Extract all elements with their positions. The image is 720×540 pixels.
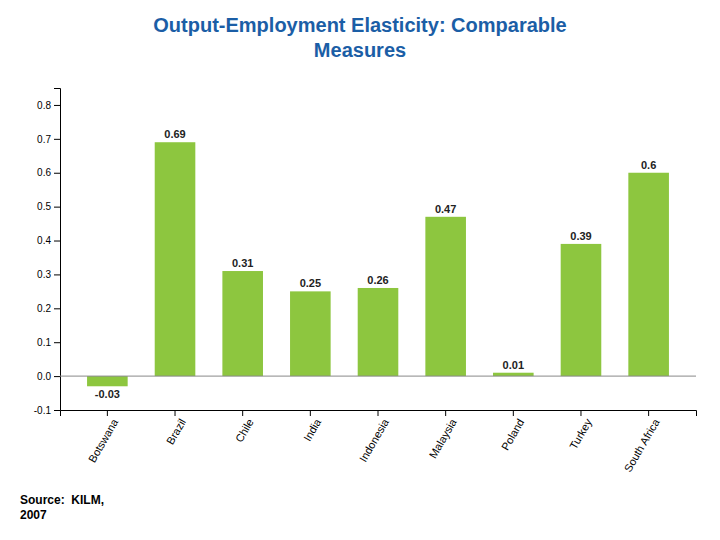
chart-svg: Output-Employment Elasticity: Comparable… [0, 0, 720, 540]
y-tick-label: 0.7 [37, 134, 51, 145]
x-tick-line [513, 410, 514, 416]
x-tick: Chile [233, 410, 256, 444]
data-label: 0.6 [641, 159, 656, 171]
zero-line [60, 376, 696, 377]
y-tick: 0.5 [37, 201, 60, 212]
data-label: 0.39 [570, 230, 591, 242]
y-tick-label: 0.2 [37, 303, 51, 314]
x-tick-line [648, 410, 649, 416]
y-tick-label: 0.0 [37, 371, 51, 382]
x-tick-line [378, 410, 379, 416]
title-line: Measures [314, 39, 406, 61]
bar [222, 271, 263, 376]
x-tick-label: Poland [499, 417, 527, 453]
y-tick-line [54, 376, 60, 377]
x-tick-label: Chile [233, 417, 256, 445]
x-tick: Turkey [567, 410, 594, 451]
y-axis: -0.1 0.0 0.1 0.2 0.3 0.4 0.5 0.6 0.7 0.8 [34, 89, 61, 416]
bar [155, 142, 196, 376]
y-tick-line [54, 105, 60, 106]
x-tick: Malaysia [427, 410, 460, 460]
x-tick-label: Indonesia [357, 416, 392, 464]
title: Output-Employment Elasticity: Comparable… [153, 14, 566, 61]
y-tick: 0.7 [37, 134, 60, 145]
bar [561, 244, 602, 376]
x-tick: Botswana [86, 410, 121, 464]
y-tick-line [54, 308, 60, 309]
data-labels: -0.03 0.69 0.31 0.25 0.26 0.47 0.01 0.39 0.6 [95, 128, 656, 400]
x-tick-line [445, 410, 446, 416]
x-tick-label: Malaysia [427, 416, 460, 460]
data-label: 0.47 [435, 203, 456, 215]
y-tick-line [54, 342, 60, 343]
x-tick-label: Turkey [567, 416, 594, 451]
y-tick-line [54, 207, 60, 208]
data-label: -0.03 [95, 388, 120, 400]
y-tick-line [54, 173, 60, 174]
x-tick: Poland [499, 410, 527, 452]
y-tick-label: 0.4 [37, 235, 51, 246]
y-tick-label: 0.1 [37, 337, 51, 348]
x-tick: India [301, 410, 324, 443]
x-tick: Brazil [164, 410, 188, 446]
y-tick: 0.2 [37, 303, 60, 314]
y-axis-line [54, 89, 61, 411]
y-tick: 0.0 [37, 371, 60, 382]
y-tick-label: -0.1 [34, 405, 52, 416]
x-tick: Indonesia [357, 410, 392, 464]
annotation-line: 2007 [20, 508, 47, 522]
bar [358, 288, 399, 376]
x-tick: South Africa [622, 410, 662, 474]
y-tick: 0.6 [37, 167, 60, 178]
x-tick-label: Brazil [164, 417, 188, 447]
y-tick-line [54, 241, 60, 242]
y-tick: 0.1 [37, 337, 60, 348]
bars [60, 142, 696, 386]
annotation: Source: KILM,2007 [20, 493, 104, 522]
x-tick-label: Botswana [86, 416, 121, 465]
annotation-line: Source: KILM, [20, 493, 104, 507]
bar [425, 217, 466, 376]
bar [493, 373, 534, 376]
y-tick-line [54, 274, 60, 275]
y-tick: 0.4 [37, 235, 60, 246]
bar [290, 291, 331, 376]
y-tick-label: 0.3 [37, 269, 51, 280]
x-axis-line [61, 411, 697, 417]
x-tick-line [242, 410, 243, 416]
y-tick: 0.3 [37, 269, 60, 280]
data-label: 0.69 [164, 128, 185, 140]
title-line: Output-Employment Elasticity: Comparable [153, 14, 566, 36]
x-tick-label: South Africa [622, 416, 662, 474]
data-label: 0.31 [232, 257, 253, 269]
bar [87, 376, 128, 386]
y-tick-label: 0.6 [37, 167, 51, 178]
plot: -0.10.00.10.20.30.40.50.60.70.8BotswanaB… [34, 89, 697, 474]
data-label: 0.25 [300, 277, 321, 289]
x-tick-label: India [301, 416, 324, 443]
y-tick: 0.8 [37, 100, 60, 111]
y-tick-line [54, 410, 60, 411]
x-tick-line [580, 410, 581, 416]
x-tick-line [107, 410, 108, 416]
y-tick: -0.1 [34, 405, 60, 416]
y-tick-label: 0.8 [37, 100, 51, 111]
x-tick-line [310, 410, 311, 416]
x-axis: Botswana Brazil Chile India Indonesia Malaysi… [61, 410, 697, 474]
y-tick-line [54, 139, 60, 140]
data-label: 0.01 [503, 359, 524, 371]
bar [628, 173, 669, 376]
x-tick-line [175, 410, 176, 416]
data-label: 0.26 [367, 274, 388, 286]
y-tick-label: 0.5 [37, 201, 51, 212]
